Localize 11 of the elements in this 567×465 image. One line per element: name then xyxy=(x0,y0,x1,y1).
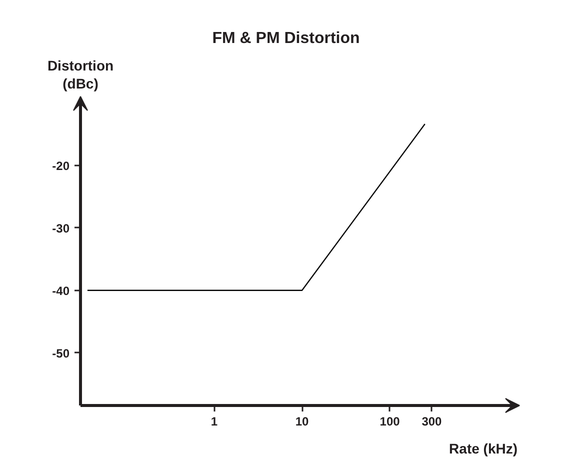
x-tick-label: 10 xyxy=(295,414,310,428)
x-tick-label: 300 xyxy=(422,414,442,428)
chart-title: FM & PM Distortion xyxy=(212,30,360,47)
y-axis-title: Distortion (dBc) xyxy=(47,57,114,92)
x-tick-label: 100 xyxy=(380,414,400,428)
x-axis-title: Rate (kHz) xyxy=(449,440,518,456)
y-tick-label: -50 xyxy=(52,346,70,360)
y-tick-label: -20 xyxy=(52,158,70,173)
y-tick-label: -40 xyxy=(52,284,70,298)
x-tick-label: 1 xyxy=(210,414,218,428)
y-tick-label: -30 xyxy=(52,221,70,236)
